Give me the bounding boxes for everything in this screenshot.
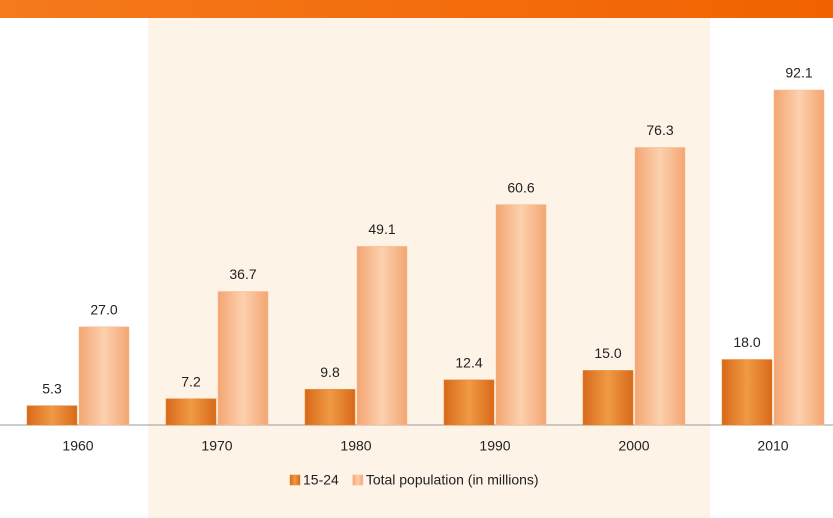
data-label: 5.3 <box>42 380 62 396</box>
x-tick-label: 2010 <box>757 438 788 454</box>
data-label: 12.4 <box>455 355 482 371</box>
x-tick-label: 1970 <box>201 438 232 454</box>
data-label: 60.6 <box>507 179 534 195</box>
legend-swatch <box>289 474 301 486</box>
data-label: 27.0 <box>90 301 117 317</box>
x-tick-label: 1980 <box>340 438 371 454</box>
bar <box>356 246 408 426</box>
legend-swatch <box>352 474 364 486</box>
legend-label: 15-24 <box>303 472 339 488</box>
data-label: 76.3 <box>646 122 673 138</box>
bar <box>443 379 495 426</box>
bar <box>721 359 773 426</box>
data-label: 18.0 <box>733 334 760 350</box>
data-label: 92.1 <box>785 65 812 81</box>
bar <box>773 89 825 426</box>
bar <box>582 370 634 426</box>
data-label: 49.1 <box>368 221 395 237</box>
bar <box>217 291 269 426</box>
x-tick-label: 2000 <box>618 438 649 454</box>
data-label: 7.2 <box>181 374 201 390</box>
bar <box>78 326 130 426</box>
data-label: 9.8 <box>320 364 340 380</box>
watermark <box>148 18 710 518</box>
x-tick-label: 1990 <box>479 438 510 454</box>
legend-label: Total population (in millions) <box>366 472 539 488</box>
data-label: 15.0 <box>594 345 621 361</box>
bar <box>26 405 78 426</box>
header-band <box>0 0 833 18</box>
bar <box>165 398 217 426</box>
bar <box>495 204 547 426</box>
bar <box>634 147 686 426</box>
data-label: 36.7 <box>229 266 256 282</box>
x-tick-label: 1960 <box>62 438 93 454</box>
bar <box>304 389 356 426</box>
